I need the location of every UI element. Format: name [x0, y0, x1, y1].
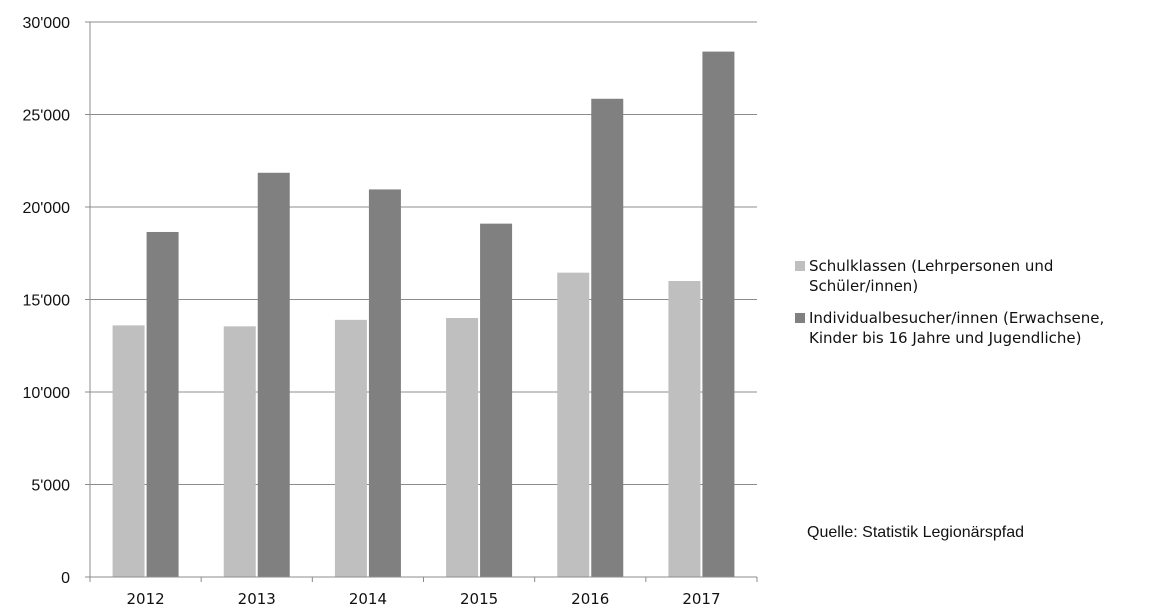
bar-schulklassen-2012 — [112, 325, 145, 577]
bar-schulklassen-2017 — [668, 281, 701, 577]
x-tick-label-2013: 2013 — [238, 590, 276, 608]
y-tick-label-5000: 5'000 — [31, 478, 70, 495]
x-tick-label-2015: 2015 — [460, 590, 498, 608]
source-note: Quelle: Statistik Legionärspfad — [807, 524, 1025, 541]
x-tick-label-2014: 2014 — [349, 590, 387, 608]
legend-label-individualbesucher-line1: Individualbesucher/innen (Erwachsene, — [809, 309, 1105, 327]
y-tick-label-15000: 15'000 — [22, 293, 70, 310]
y-tick-label-20000: 20'000 — [22, 200, 70, 217]
axes — [89, 22, 758, 582]
legend-label-individualbesucher-line2: Kinder bis 16 Jahre und Jugendliche) — [809, 329, 1082, 347]
legend-swatch-schulklassen — [795, 261, 805, 271]
x-tick-label-2012: 2012 — [126, 590, 164, 608]
legend-label-schulklassen-line1: Schulklassen (Lehrpersonen und — [809, 257, 1054, 275]
y-tick-label-30000: 30'000 — [22, 15, 70, 32]
legend-item-schulklassen: Schulklassen (Lehrpersonen und Schüler/i… — [795, 256, 1155, 296]
y-tick-label-25000: 25'000 — [22, 108, 70, 125]
y-axis-tick-labels: 0 5'000 10'000 15'000 20'000 25'000 30'000 — [22, 15, 70, 587]
gridlines — [85, 21, 757, 578]
bars — [112, 51, 735, 578]
legend-label-schulklassen-line2: Schüler/innen) — [809, 277, 919, 295]
bar-schulklassen-2014 — [334, 319, 367, 577]
bar-individualbesucher-innen-2014 — [368, 189, 401, 578]
bar-individualbesucher-innen-2012 — [146, 231, 179, 577]
bar-individualbesucher-innen-2016 — [591, 98, 624, 578]
bar-schulklassen-2013 — [223, 326, 256, 577]
legend: Schulklassen (Lehrpersonen und Schüler/i… — [795, 256, 1155, 360]
legend-item-individualbesucher: Individualbesucher/innen (Erwachsene, Ki… — [795, 308, 1155, 348]
y-tick-label-10000: 10'000 — [22, 385, 70, 402]
bar-individualbesucher-innen-2017 — [702, 51, 735, 578]
bar-schulklassen-2015 — [446, 318, 479, 577]
y-tick-label-0: 0 — [61, 570, 70, 587]
x-tick-label-2017: 2017 — [682, 590, 720, 608]
bar-individualbesucher-innen-2015 — [480, 223, 513, 577]
x-axis-tick-labels: 2012 2013 2014 2015 2016 2017 — [126, 590, 720, 608]
legend-swatch-individualbesucher — [795, 313, 805, 323]
x-tick-label-2016: 2016 — [571, 590, 609, 608]
bar-individualbesucher-innen-2013 — [257, 172, 290, 577]
bar-schulklassen-2016 — [557, 272, 590, 577]
